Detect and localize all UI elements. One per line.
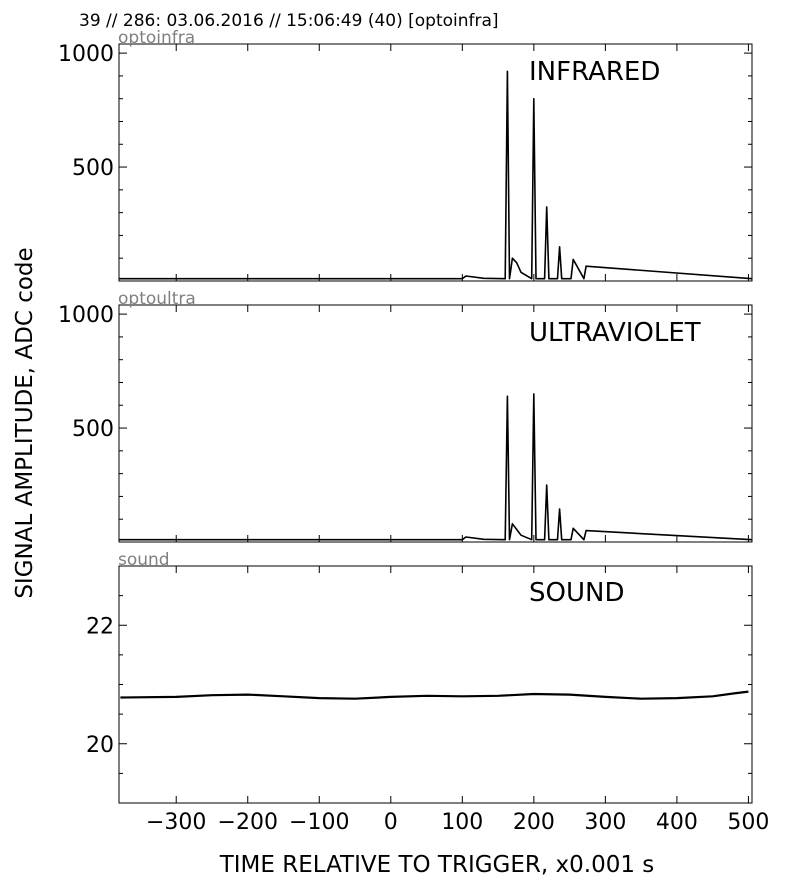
y-tick-label: 22 bbox=[86, 614, 114, 639]
y-tick-label: 1000 bbox=[58, 42, 114, 67]
x-tick-label: 0 bbox=[384, 810, 398, 835]
channel-name: optoultra bbox=[118, 289, 196, 309]
x-axis-label: TIME RELATIVE TO TRIGGER, x0.001 s bbox=[219, 852, 655, 878]
panel-label: SOUND bbox=[529, 578, 624, 608]
y-axis-label: SIGNAL AMPLITUDE, ADC code bbox=[12, 247, 38, 598]
x-tick-label: 100 bbox=[441, 810, 483, 835]
plot-frame bbox=[118, 43, 753, 282]
series-line bbox=[119, 393, 753, 541]
x-tick-label: 400 bbox=[656, 810, 698, 835]
plot-frame bbox=[118, 304, 753, 543]
series-line bbox=[119, 70, 753, 280]
series-line bbox=[120, 690, 749, 700]
panels: optoinfraINFRARED5001000optoultraULTRAVI… bbox=[58, 28, 769, 835]
x-tick-label: −100 bbox=[289, 810, 349, 835]
channel-name: sound bbox=[118, 550, 170, 570]
x-tick-label: −200 bbox=[218, 810, 278, 835]
y-tick-label: 500 bbox=[72, 417, 114, 442]
y-tick-label: 20 bbox=[86, 733, 114, 758]
y-tick-label: 500 bbox=[72, 156, 114, 181]
y-tick-label: 1000 bbox=[58, 303, 114, 328]
x-tick-label: 500 bbox=[727, 810, 769, 835]
channel-name: optoinfra bbox=[118, 28, 195, 48]
panel-optoultra: optoultra ULTRAVIOLET 500 1000 bbox=[58, 289, 753, 543]
panel-optoinfra: optoinfra INFRARED 500 1000 bbox=[58, 28, 753, 282]
x-tick-label: −300 bbox=[146, 810, 206, 835]
panel-label: ULTRAVIOLET bbox=[529, 318, 701, 348]
page-title: 39 // 286: 03.06.2016 // 15:06:49 (40) [… bbox=[79, 11, 499, 31]
x-tick-label: 300 bbox=[584, 810, 626, 835]
panel-label: INFRARED bbox=[529, 57, 660, 87]
x-tick-label: 200 bbox=[513, 810, 555, 835]
panel-sound: sound SOUND −300 −200 −100 0 100 200 300 400 500 20… bbox=[86, 550, 769, 835]
plot-frame bbox=[118, 565, 753, 804]
